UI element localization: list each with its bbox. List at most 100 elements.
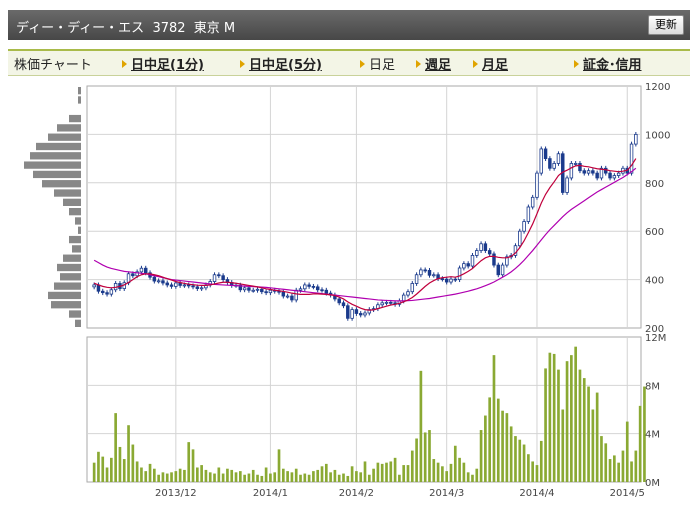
candle-body bbox=[505, 256, 509, 266]
candle-body bbox=[285, 295, 290, 298]
candle-body bbox=[492, 253, 496, 266]
candle-body bbox=[354, 309, 359, 314]
volume-bar bbox=[355, 471, 358, 482]
candle-body bbox=[552, 163, 556, 169]
volume-bar bbox=[552, 353, 556, 482]
volume-profile-bar bbox=[51, 301, 81, 309]
candle-body bbox=[92, 284, 96, 288]
volume-bar bbox=[303, 473, 307, 482]
volume-bar bbox=[307, 474, 311, 482]
volume-bar bbox=[277, 449, 281, 482]
volume-bar bbox=[213, 473, 216, 482]
candle-body bbox=[315, 286, 320, 291]
volume-bar bbox=[488, 397, 492, 482]
volume-bar bbox=[630, 461, 633, 482]
candle-body bbox=[591, 170, 595, 174]
candle-body bbox=[539, 148, 544, 174]
candle-body bbox=[320, 289, 324, 292]
volume-bar bbox=[548, 352, 552, 482]
volume-bar bbox=[462, 462, 466, 482]
candle-body bbox=[212, 274, 217, 282]
volume-bar bbox=[638, 405, 642, 482]
candle-body bbox=[535, 172, 539, 198]
candle-body bbox=[242, 287, 247, 291]
volume-bar bbox=[441, 466, 444, 482]
y-tick-label: 1200 bbox=[645, 82, 670, 93]
volume-bar bbox=[243, 474, 246, 482]
volume-bar bbox=[514, 436, 517, 482]
candle-body bbox=[440, 278, 445, 281]
volume-bar bbox=[492, 355, 496, 482]
volume-bars bbox=[92, 346, 646, 482]
volume-bar bbox=[578, 369, 582, 482]
refresh-button[interactable]: 更新 bbox=[648, 15, 684, 35]
volume-bar bbox=[187, 442, 191, 482]
volume-bar bbox=[380, 463, 384, 482]
volume-bar bbox=[436, 462, 440, 482]
y-tick-label: 400 bbox=[645, 276, 664, 287]
candle-body bbox=[457, 267, 462, 281]
ma-long-line bbox=[93, 167, 637, 302]
chart-nav-bar: 株価チャート 日中足(1分) 日中足(5分) 日足 週足 月足 証金･信用 bbox=[8, 49, 690, 76]
volume-bar bbox=[402, 465, 406, 482]
volume-bar bbox=[475, 468, 479, 482]
candle-body bbox=[144, 267, 148, 274]
volume-bar bbox=[617, 462, 620, 482]
candle-body bbox=[298, 288, 303, 291]
volume-bar bbox=[135, 461, 139, 482]
candle-body bbox=[195, 286, 200, 289]
volume-bar bbox=[97, 451, 100, 482]
volume-bar bbox=[505, 413, 509, 482]
nav-margin[interactable]: 証金･信用 bbox=[574, 54, 642, 73]
volume-bar bbox=[118, 446, 122, 482]
volume-bar bbox=[281, 468, 285, 482]
nav-intraday-5min[interactable]: 日中足(5分) bbox=[240, 54, 322, 73]
nav-weekly[interactable]: 週足 bbox=[416, 54, 451, 73]
volume-bar bbox=[539, 440, 543, 482]
candle-body bbox=[135, 271, 139, 277]
volume-bar bbox=[320, 466, 324, 482]
candle-body bbox=[152, 276, 157, 282]
volume-profile-bar bbox=[54, 282, 81, 290]
candle-body bbox=[599, 167, 604, 179]
candle-body bbox=[565, 177, 569, 193]
candle-body bbox=[341, 302, 346, 307]
candle-body bbox=[105, 292, 109, 295]
volume-profile-bar bbox=[78, 87, 81, 95]
volume-bar bbox=[101, 456, 105, 482]
candle-body bbox=[169, 284, 174, 287]
volume-bar bbox=[273, 472, 277, 482]
candle-body bbox=[174, 282, 178, 287]
y-tick-label: 1000 bbox=[645, 130, 670, 141]
candle-body bbox=[526, 206, 531, 222]
volume-profile-bar bbox=[69, 310, 81, 318]
candle-body bbox=[419, 269, 423, 276]
volume-bar bbox=[127, 425, 130, 482]
volume-profile-bar bbox=[69, 114, 81, 123]
volume-profile-bar bbox=[54, 189, 81, 197]
volume-bar bbox=[625, 421, 629, 482]
volume-bar bbox=[337, 474, 341, 482]
volume-bar bbox=[385, 462, 388, 482]
candle-body bbox=[161, 280, 165, 284]
candle-body bbox=[548, 158, 552, 169]
volume-bar bbox=[333, 469, 337, 482]
volume-profile-bar bbox=[78, 226, 81, 234]
volume-bar bbox=[389, 461, 393, 482]
volume-bar bbox=[92, 462, 96, 482]
volume-bar bbox=[208, 472, 212, 482]
volume-bar bbox=[419, 370, 423, 482]
nav-monthly[interactable]: 月足 bbox=[473, 54, 508, 73]
volume-bar bbox=[634, 450, 638, 482]
candle-body bbox=[449, 278, 453, 283]
candle-body bbox=[427, 270, 432, 276]
candle-body bbox=[401, 294, 406, 302]
arrow-icon bbox=[122, 60, 127, 68]
volume-tick-label: 8M bbox=[645, 381, 660, 392]
volume-profile-bar bbox=[57, 263, 81, 272]
candle-body bbox=[307, 284, 311, 287]
nav-intraday-1min[interactable]: 日中足(1分) bbox=[122, 54, 204, 73]
volume-profile bbox=[24, 87, 81, 327]
volume-bar bbox=[518, 439, 522, 482]
